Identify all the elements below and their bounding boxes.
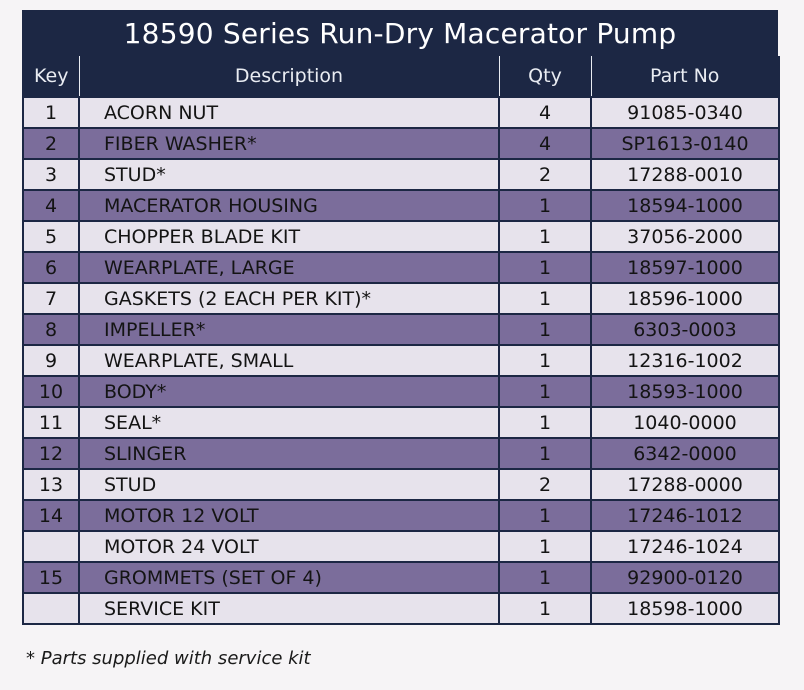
row-part-no: 18594-1000 xyxy=(590,189,779,221)
row-description: GROMMETS (SET OF 4) xyxy=(78,561,499,593)
row-part-no: 37056-2000 xyxy=(590,220,779,252)
table-row: 12 SLINGER 1 6342-0000 xyxy=(23,437,779,469)
table-row: 9 WEARPLATE, SMALL 1 12316-1002 xyxy=(23,344,779,376)
row-qty: 1 xyxy=(498,561,591,593)
row-key: 13 xyxy=(23,468,79,500)
row-part-no: 91085-0340 xyxy=(590,96,779,128)
table-row: 5 CHOPPER BLADE KIT 1 37056-2000 xyxy=(23,220,779,252)
row-qty: 1 xyxy=(498,344,591,376)
row-part-no: 6303-0003 xyxy=(590,313,779,345)
row-description: BODY* xyxy=(78,375,499,407)
row-qty: 2 xyxy=(498,468,591,500)
row-description: STUD xyxy=(78,468,499,500)
table-row: 15 GROMMETS (SET OF 4) 1 92900-0120 xyxy=(23,561,779,593)
row-part-no: 1040-0000 xyxy=(590,406,779,438)
parts-list: 18590 Series Run-Dry Macerator Pump Key … xyxy=(22,10,780,625)
header-description: Description xyxy=(78,56,499,97)
row-qty: 1 xyxy=(498,406,591,438)
row-part-no: 6342-0000 xyxy=(590,437,779,469)
row-description: WEARPLATE, SMALL xyxy=(78,344,499,376)
row-part-no: 12316-1002 xyxy=(590,344,779,376)
row-part-no: 18597-1000 xyxy=(590,251,779,283)
row-key: 14 xyxy=(23,499,79,531)
row-qty: 4 xyxy=(498,96,591,128)
row-description: IMPELLER* xyxy=(78,313,499,345)
parts-table: Key Description Qty Part No 1 ACORN NUT … xyxy=(22,56,780,625)
row-description: STUD* xyxy=(78,158,499,190)
row-part-no: 18596-1000 xyxy=(590,282,779,314)
row-description: MACERATOR HOUSING xyxy=(78,189,499,221)
row-qty: 4 xyxy=(498,127,591,159)
row-part-no: 17288-0010 xyxy=(590,158,779,190)
header-key: Key xyxy=(34,65,69,87)
table-row: 8 IMPELLER* 1 6303-0003 xyxy=(23,313,779,345)
row-key: 4 xyxy=(23,189,79,221)
table-row: 6 WEARPLATE, LARGE 1 18597-1000 xyxy=(23,251,779,283)
row-qty: 1 xyxy=(498,313,591,345)
row-qty: 1 xyxy=(498,437,591,469)
row-key: 8 xyxy=(23,313,79,345)
footnote: * Parts supplied with service kit xyxy=(26,648,311,669)
row-key: 3 xyxy=(23,158,79,190)
header-part-no: Part No xyxy=(590,56,779,97)
header-qty: Qty xyxy=(498,56,591,97)
row-description: SLINGER xyxy=(78,437,499,469)
row-qty: 1 xyxy=(498,499,591,531)
table-row: 11 SEAL* 1 1040-0000 xyxy=(23,406,779,438)
table-body: 1 ACORN NUT 4 91085-0340 2 FIBER WASHER*… xyxy=(23,96,779,624)
row-part-no: SP1613-0140 xyxy=(590,127,779,159)
row-qty: 1 xyxy=(498,530,591,562)
row-key: 9 xyxy=(23,344,79,376)
row-qty: 1 xyxy=(498,282,591,314)
row-part-no: 17288-0000 xyxy=(590,468,779,500)
row-qty: 1 xyxy=(498,189,591,221)
row-key: 10 xyxy=(23,375,79,407)
row-description: SEAL* xyxy=(78,406,499,438)
row-qty: 1 xyxy=(498,220,591,252)
table-title: 18590 Series Run-Dry Macerator Pump xyxy=(22,10,778,56)
row-part-no: 18598-1000 xyxy=(590,592,779,624)
row-key: 15 xyxy=(23,561,79,593)
row-key: 11 xyxy=(23,406,79,438)
row-key xyxy=(23,592,79,624)
row-qty: 1 xyxy=(498,592,591,624)
row-qty: 1 xyxy=(498,375,591,407)
row-key xyxy=(23,530,79,562)
row-description: CHOPPER BLADE KIT xyxy=(78,220,499,252)
table-row: MOTOR 24 VOLT 1 17246-1024 xyxy=(23,530,779,562)
table-row: 14 MOTOR 12 VOLT 1 17246-1012 xyxy=(23,499,779,531)
row-description: WEARPLATE, LARGE xyxy=(78,251,499,283)
table-header-row: Key Description Qty Part No xyxy=(23,56,779,97)
row-description: GASKETS (2 EACH PER KIT)* xyxy=(78,282,499,314)
row-qty: 1 xyxy=(498,251,591,283)
row-description: SERVICE KIT xyxy=(78,592,499,624)
table-row: 7 GASKETS (2 EACH PER KIT)* 1 18596-1000 xyxy=(23,282,779,314)
row-key: 6 xyxy=(23,251,79,283)
row-part-no: 18593-1000 xyxy=(590,375,779,407)
table-row: 4 MACERATOR HOUSING 1 18594-1000 xyxy=(23,189,779,221)
table-row: 13 STUD 2 17288-0000 xyxy=(23,468,779,500)
row-description: ACORN NUT xyxy=(78,96,499,128)
table-row: SERVICE KIT 1 18598-1000 xyxy=(23,592,779,624)
row-description: FIBER WASHER* xyxy=(78,127,499,159)
table-row: 10 BODY* 1 18593-1000 xyxy=(23,375,779,407)
row-part-no: 92900-0120 xyxy=(590,561,779,593)
row-part-no: 17246-1024 xyxy=(590,530,779,562)
row-key: 7 xyxy=(23,282,79,314)
row-key: 2 xyxy=(23,127,79,159)
row-part-no: 17246-1012 xyxy=(590,499,779,531)
row-qty: 2 xyxy=(498,158,591,190)
row-key: 12 xyxy=(23,437,79,469)
table-row: 2 FIBER WASHER* 4 SP1613-0140 xyxy=(23,127,779,159)
row-description: MOTOR 12 VOLT xyxy=(78,499,499,531)
table-row: 1 ACORN NUT 4 91085-0340 xyxy=(23,96,779,128)
row-key: 5 xyxy=(23,220,79,252)
row-key: 1 xyxy=(23,96,79,128)
row-description: MOTOR 24 VOLT xyxy=(78,530,499,562)
table-row: 3 STUD* 2 17288-0010 xyxy=(23,158,779,190)
